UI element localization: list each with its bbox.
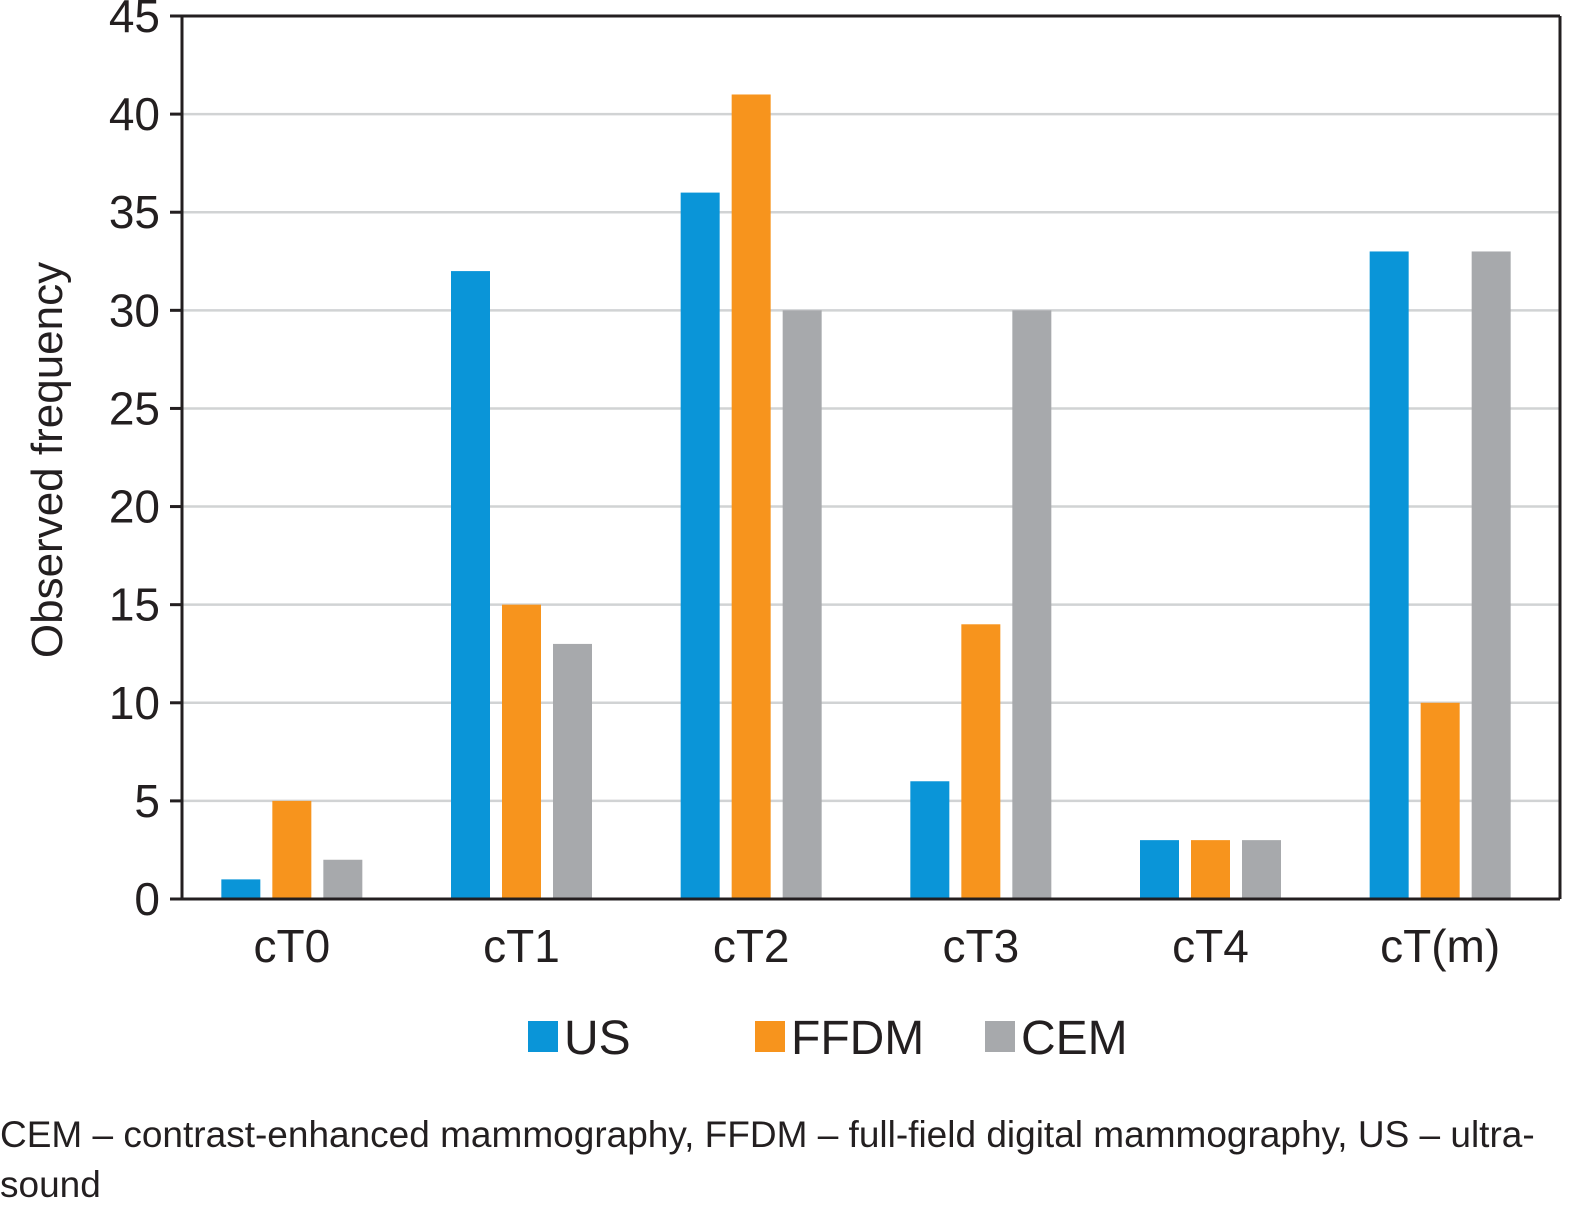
gridlines (182, 14, 1560, 803)
bar-ffdm-ct4 (1191, 840, 1230, 899)
x-tick-label: cT4 (1172, 920, 1249, 972)
axes (170, 14, 1562, 901)
bar-us-ct2 (680, 192, 720, 900)
legend-label-ffdm: FFDM (791, 1012, 924, 1065)
x-tick-label: cT(m) (1380, 920, 1500, 972)
bar-ffdm-ct0 (272, 800, 312, 899)
legend: US FFDM CEM (528, 1012, 1128, 1065)
x-tick-label: cT0 (253, 920, 330, 972)
x-tick-label: cT2 (713, 920, 790, 972)
y-tick-label: 10 (109, 677, 160, 729)
x-tick-labels: cT0 cT1 cT2 cT3 cT4 cT(m) (253, 920, 1500, 972)
y-tick-label: 5 (134, 775, 160, 827)
y-tick-labels: 0 5 10 15 20 25 30 35 40 45 (109, 0, 160, 925)
figure-caption: CEM – contrast-enhanced mammography, FFD… (0, 1114, 1535, 1205)
y-tick-label: 30 (109, 284, 160, 336)
legend-label-cem: CEM (1021, 1012, 1128, 1065)
y-tick-label: 0 (134, 873, 160, 925)
bars (221, 94, 1511, 900)
legend-label-us: US (564, 1012, 631, 1065)
legend-item-us: US (528, 1012, 631, 1065)
bar-cem-ct3 (1012, 310, 1052, 899)
y-tick-label: 45 (109, 0, 160, 42)
legend-item-cem: CEM (985, 1012, 1128, 1065)
y-axis-title: Observed frequency (23, 262, 72, 658)
bar-cem-ct(m) (1471, 251, 1511, 899)
y-tick-label: 25 (109, 382, 160, 434)
y-tick-label: 40 (109, 88, 160, 140)
bar-ffdm-ct3 (961, 624, 1001, 899)
y-tick-label: 20 (109, 481, 160, 533)
legend-swatch-cem (985, 1021, 1015, 1052)
bar-cem-ct2 (782, 310, 822, 899)
bar-ffdm-ct1 (502, 604, 541, 899)
bar-us-ct0 (221, 879, 261, 899)
bar-cem-ct0 (323, 859, 363, 899)
y-tick-label: 15 (109, 579, 160, 631)
bar-us-ct3 (910, 781, 950, 899)
x-tick-label: cT3 (942, 920, 1019, 972)
legend-swatch-us (528, 1021, 558, 1052)
bar-cem-ct4 (1242, 840, 1281, 899)
y-tick-label: 35 (109, 186, 160, 238)
bar-us-ct4 (1140, 840, 1179, 899)
bar-cem-ct1 (553, 643, 592, 899)
x-tick-label: cT1 (483, 920, 560, 972)
bar-ffdm-ct2 (731, 94, 771, 899)
bar-us-ct1 (451, 271, 490, 900)
legend-swatch-ffdm (755, 1021, 785, 1052)
bar-us-ct(m) (1369, 251, 1409, 899)
legend-item-ffdm: FFDM (755, 1012, 924, 1065)
bar-ffdm-ct(m) (1420, 702, 1460, 899)
